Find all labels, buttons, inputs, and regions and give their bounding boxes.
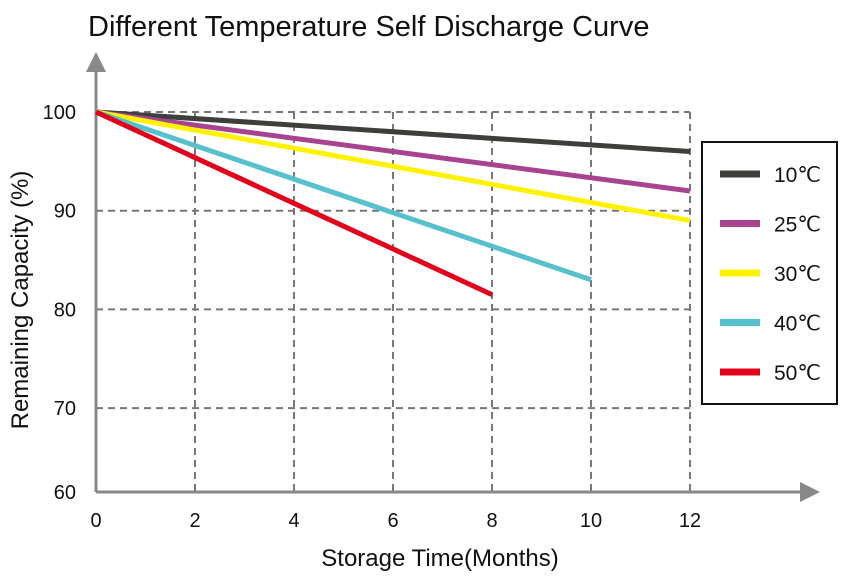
- x-tick-label: 10: [580, 510, 602, 532]
- legend-label: 25℃: [774, 214, 821, 237]
- x-axis-arrow-icon: [800, 482, 820, 502]
- x-tick-label: 4: [288, 510, 299, 532]
- legend-label: 40℃: [774, 313, 821, 336]
- chart-title: Different Temperature Self Discharge Cur…: [88, 11, 649, 43]
- x-tick-label: 12: [679, 510, 701, 532]
- legend: 10℃ 25℃ 30℃ 40℃ 50℃: [701, 141, 838, 405]
- x-tick-label: 0: [90, 510, 101, 532]
- y-tick-label: 70: [54, 398, 76, 420]
- axes: [86, 52, 820, 502]
- series-line: [95, 109, 691, 224]
- y-tick-label: 100: [43, 102, 76, 124]
- x-axis-label: Storage Time(Months): [321, 545, 558, 572]
- x-tick-label: 8: [486, 510, 497, 532]
- y-tick-label: 60: [54, 482, 76, 504]
- y-axis-arrow-icon: [86, 52, 106, 72]
- series-line: [95, 109, 592, 283]
- y-tick-label: 90: [54, 201, 76, 223]
- grid: [96, 111, 691, 492]
- y-tick-label: 80: [54, 299, 76, 321]
- x-tick-label: 2: [189, 510, 200, 532]
- x-tick-label: 6: [387, 510, 398, 532]
- legend-label: 50℃: [774, 362, 821, 385]
- series-line: [94, 109, 494, 297]
- legend-label: 10℃: [774, 164, 821, 187]
- series-line: [95, 109, 691, 194]
- y-axis-label: Remaining Capacity (%): [7, 171, 34, 430]
- legend-label: 30℃: [774, 263, 821, 286]
- tick-labels: 0 2 4 6 8 10 12 60 70 80 90 100: [43, 102, 702, 532]
- series-line: [95, 109, 691, 154]
- series-lines: [94, 109, 691, 297]
